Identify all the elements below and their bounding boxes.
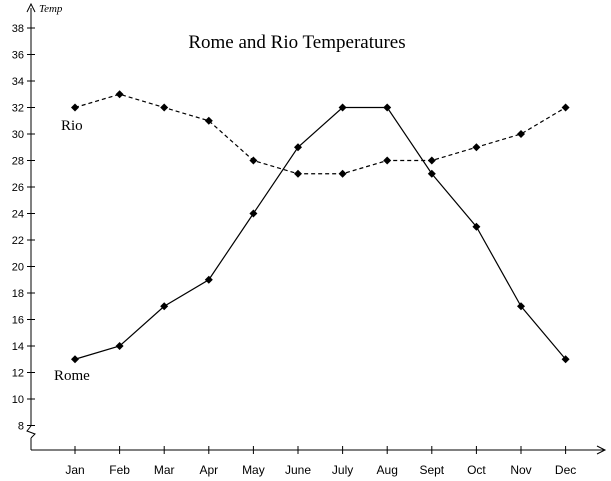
- x-tick-label: Feb: [109, 463, 130, 477]
- y-axis-ticks: 8 10 12 14 16 18 20 22 24 26 28 30 32 34 36 38: [12, 23, 35, 433]
- series-label-rio: Rio: [61, 118, 83, 134]
- y-tick-label: 10: [12, 394, 24, 406]
- data-point-rio: [71, 103, 79, 112]
- data-point-rio: [115, 90, 124, 99]
- y-tick-label: 14: [12, 341, 24, 353]
- y-tick-label: 36: [12, 50, 24, 62]
- data-point-rio: [249, 156, 258, 165]
- data-point-rome: [338, 103, 347, 112]
- x-tick-label: Nov: [510, 463, 531, 477]
- chart-axes: [26, 2, 607, 455]
- x-tick-label: Jan: [65, 463, 84, 477]
- y-tick-label: 20: [12, 262, 24, 274]
- series-labels: Rio Rome: [54, 118, 90, 384]
- x-tick-label: May: [242, 463, 265, 477]
- data-point-rome: [204, 275, 213, 284]
- data-point-rio: [338, 169, 347, 178]
- data-point-rome: [249, 209, 258, 218]
- y-tick-label: 8: [18, 421, 24, 433]
- x-tick-label: Mar: [154, 463, 175, 477]
- x-tick-label: Oct: [467, 463, 486, 477]
- data-point-rio: [561, 103, 570, 112]
- series-line-rome: [74, 106, 567, 360]
- x-tick-label: Dec: [555, 463, 576, 477]
- data-point-rome: [383, 103, 392, 112]
- y-tick-label: 26: [12, 182, 24, 194]
- x-tick-label: June: [285, 463, 311, 477]
- x-tick-label: July: [332, 463, 353, 477]
- data-point-rio: [517, 130, 525, 138]
- data-point-rio: [427, 156, 436, 165]
- chart-title: Rome and Rio Temperatures: [188, 32, 405, 53]
- x-tick-label: Sept: [419, 463, 444, 477]
- y-axis-arrow: [26, 2, 36, 13]
- y-tick-label: 18: [12, 288, 24, 300]
- data-point-rome: [472, 222, 481, 231]
- y-tick-label: 34: [12, 76, 24, 88]
- y-tick-label: 16: [12, 315, 24, 327]
- data-point-rome: [561, 355, 570, 364]
- chart-series: [71, 90, 570, 364]
- series-label-rome: Rome: [54, 368, 90, 384]
- y-axis-label: Temp: [39, 3, 63, 15]
- data-point-rome: [160, 302, 169, 311]
- x-tick-label: Apr: [199, 463, 218, 477]
- data-point-rio: [472, 143, 481, 152]
- data-point-rome: [427, 169, 436, 178]
- y-axis-break: [26, 425, 36, 439]
- y-tick-label: 28: [12, 156, 24, 168]
- x-tick-label: Aug: [377, 463, 398, 477]
- y-tick-label: 24: [12, 209, 24, 221]
- x-axis-arrow: [596, 445, 607, 455]
- data-point-rio: [160, 103, 169, 112]
- y-tick-label: 32: [12, 103, 24, 115]
- y-tick-label: 30: [12, 129, 24, 141]
- y-tick-label: 12: [12, 368, 24, 380]
- series-rome: [71, 103, 570, 364]
- data-point-rio: [294, 169, 302, 178]
- data-point-rome: [71, 355, 79, 364]
- data-point-rio: [383, 156, 392, 165]
- data-point-rome: [115, 342, 124, 350]
- series-line-rio: [74, 93, 566, 175]
- y-tick-label: 38: [12, 23, 24, 35]
- data-point-rio: [204, 116, 213, 125]
- x-axis-ticks: Jan Feb Mar Apr May June July Aug Sept Oct Nov Dec: [65, 446, 576, 477]
- data-point-rome: [294, 143, 302, 152]
- data-point-rome: [517, 302, 525, 311]
- series-rio: [71, 90, 570, 178]
- y-tick-label: 22: [12, 235, 24, 247]
